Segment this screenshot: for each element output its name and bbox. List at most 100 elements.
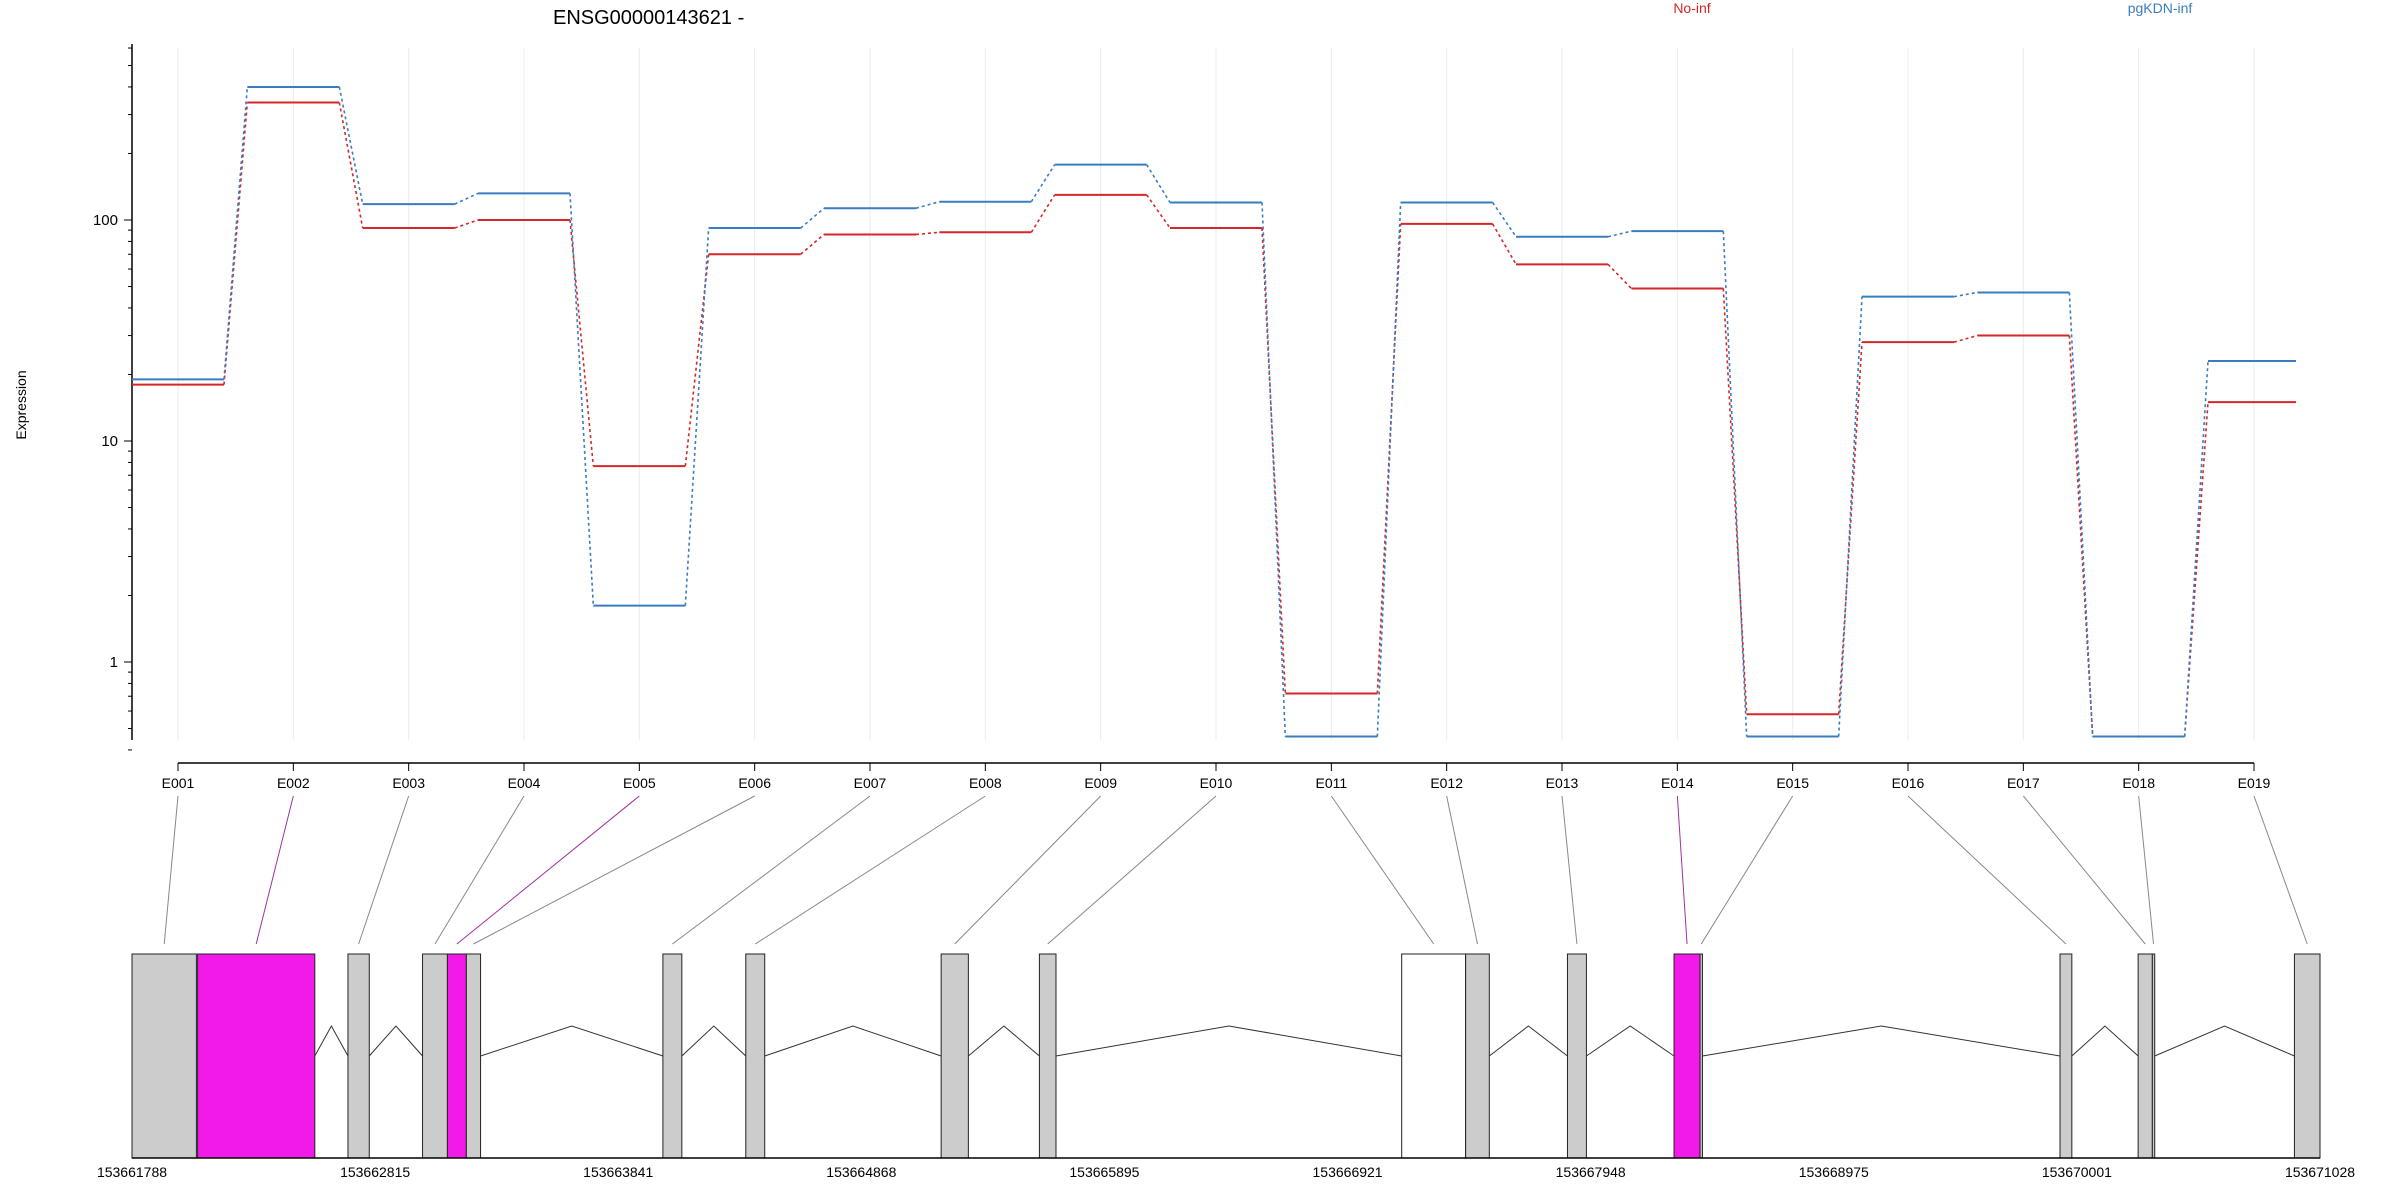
x-tick-label: E013 — [1546, 775, 1579, 791]
x-tick-label: E007 — [854, 775, 887, 791]
series-connector — [1607, 263, 1632, 290]
exon-block — [940, 953, 969, 1159]
x-tick-label: E019 — [2238, 775, 2271, 791]
series-connector — [1837, 296, 1863, 737]
series-connector — [1146, 194, 1171, 229]
series-connector — [569, 193, 595, 606]
intron-line — [2154, 1025, 2295, 1057]
y-tick-label: 1 — [110, 654, 118, 671]
exon-connector — [954, 795, 1102, 945]
exon-block — [2059, 953, 2073, 1159]
x-tick-label: E006 — [738, 775, 771, 791]
series-connector — [2068, 335, 2094, 737]
exon-block — [446, 953, 467, 1159]
x-tick-label: E010 — [1200, 775, 1233, 791]
exon-connectors — [163, 795, 2308, 945]
intron-line — [314, 1024, 349, 1057]
coordinate-label: 153661788 — [97, 1164, 167, 1180]
coordinate-label: 153666921 — [1313, 1164, 1383, 1180]
series-layer — [132, 85, 2296, 738]
series-connector — [1492, 202, 1517, 238]
exon-connector — [2138, 795, 2155, 945]
x-tick-label: E004 — [508, 775, 541, 791]
x-tick-label: E002 — [277, 775, 310, 791]
series-connector — [2068, 292, 2094, 737]
exon-connector — [672, 795, 871, 945]
series-connector — [1030, 194, 1056, 233]
series-connector — [454, 192, 479, 205]
series-connector — [1953, 334, 1978, 343]
exon-connector — [434, 795, 525, 945]
chart-title: ENSG00000143621 - — [553, 7, 744, 29]
x-tick-label: E005 — [623, 775, 656, 791]
exon-block — [465, 953, 482, 1159]
series-connector — [223, 102, 249, 385]
exon-connector — [255, 795, 294, 945]
series-connector — [569, 219, 595, 467]
intron-line — [1702, 1025, 2061, 1057]
coordinate-label: 153663841 — [583, 1164, 653, 1180]
legend: No-inf pgKDN-inf — [1673, 0, 2192, 16]
series-connector — [1607, 230, 1632, 238]
exon-block — [1401, 953, 1467, 1159]
coordinate-label: 153665895 — [1069, 1164, 1139, 1180]
coordinate-label: 153671028 — [2285, 1164, 2355, 1180]
exon-block — [2293, 953, 2321, 1159]
exon-connector — [1676, 795, 1688, 945]
exon-connector — [1907, 795, 2067, 945]
exon-block — [1699, 953, 1703, 1159]
x-tick-label: E017 — [2007, 775, 2040, 791]
gridlines — [177, 48, 2255, 740]
x-tick-label: E018 — [2122, 775, 2155, 791]
intron-line — [368, 1025, 423, 1057]
coordinate-label: 153662815 — [340, 1164, 410, 1180]
y-tick-label: 10 — [101, 433, 118, 450]
x-tick-label: E001 — [162, 775, 195, 791]
series-connector — [800, 233, 825, 255]
exon-block — [1038, 953, 1057, 1159]
series-connector — [1491, 223, 1517, 265]
exon-block — [197, 953, 316, 1159]
x-tick-label: E011 — [1315, 775, 1347, 791]
intron-line — [1055, 1025, 1402, 1057]
series-No-inf — [132, 101, 2296, 738]
exon-block — [1566, 953, 1587, 1159]
exon-connector — [1561, 795, 1578, 945]
intron-line — [480, 1025, 664, 1057]
series-connector — [223, 86, 249, 380]
exon-connector — [2022, 795, 2146, 945]
coordinate-label: 153664868 — [826, 1164, 896, 1180]
intron-line — [1489, 1025, 1568, 1057]
series-connector — [1261, 202, 1287, 737]
x-tick-label: E008 — [969, 775, 1002, 791]
exon-connector — [1446, 795, 1478, 945]
exon-block — [662, 953, 683, 1159]
series-connector — [2183, 361, 2209, 737]
exon-connector — [1047, 795, 1217, 945]
x-tick-label: E014 — [1661, 775, 1694, 791]
series-connector — [338, 102, 364, 229]
intron-line — [968, 1025, 1040, 1057]
coordinate-label: 153670001 — [2042, 1164, 2112, 1180]
series-connector — [1030, 164, 1056, 203]
coordinate-label: 153667948 — [1556, 1164, 1626, 1180]
series-connector — [1953, 291, 1978, 298]
exon-connector — [1330, 795, 1435, 945]
exon-block — [1465, 953, 1490, 1159]
x-axis: E001 E002 E003 E004 E005 E006 E007 E008 E009 E010… — [162, 762, 2271, 791]
exon-block — [347, 953, 370, 1159]
series-connector — [1722, 288, 1748, 715]
exon-block — [422, 953, 448, 1159]
series-connector — [800, 207, 825, 229]
intron-line — [2071, 1025, 2139, 1057]
x-tick-label: E009 — [1084, 775, 1117, 791]
exon-connector — [1700, 795, 1794, 945]
gene-model — [131, 953, 2321, 1159]
series-connector — [1145, 164, 1171, 203]
exon-connector — [473, 795, 755, 945]
legend-entry: pgKDN-inf — [2128, 0, 2193, 16]
series-connector — [1376, 202, 1402, 737]
series-connector — [1722, 231, 1748, 737]
exon-block — [1673, 953, 1701, 1159]
